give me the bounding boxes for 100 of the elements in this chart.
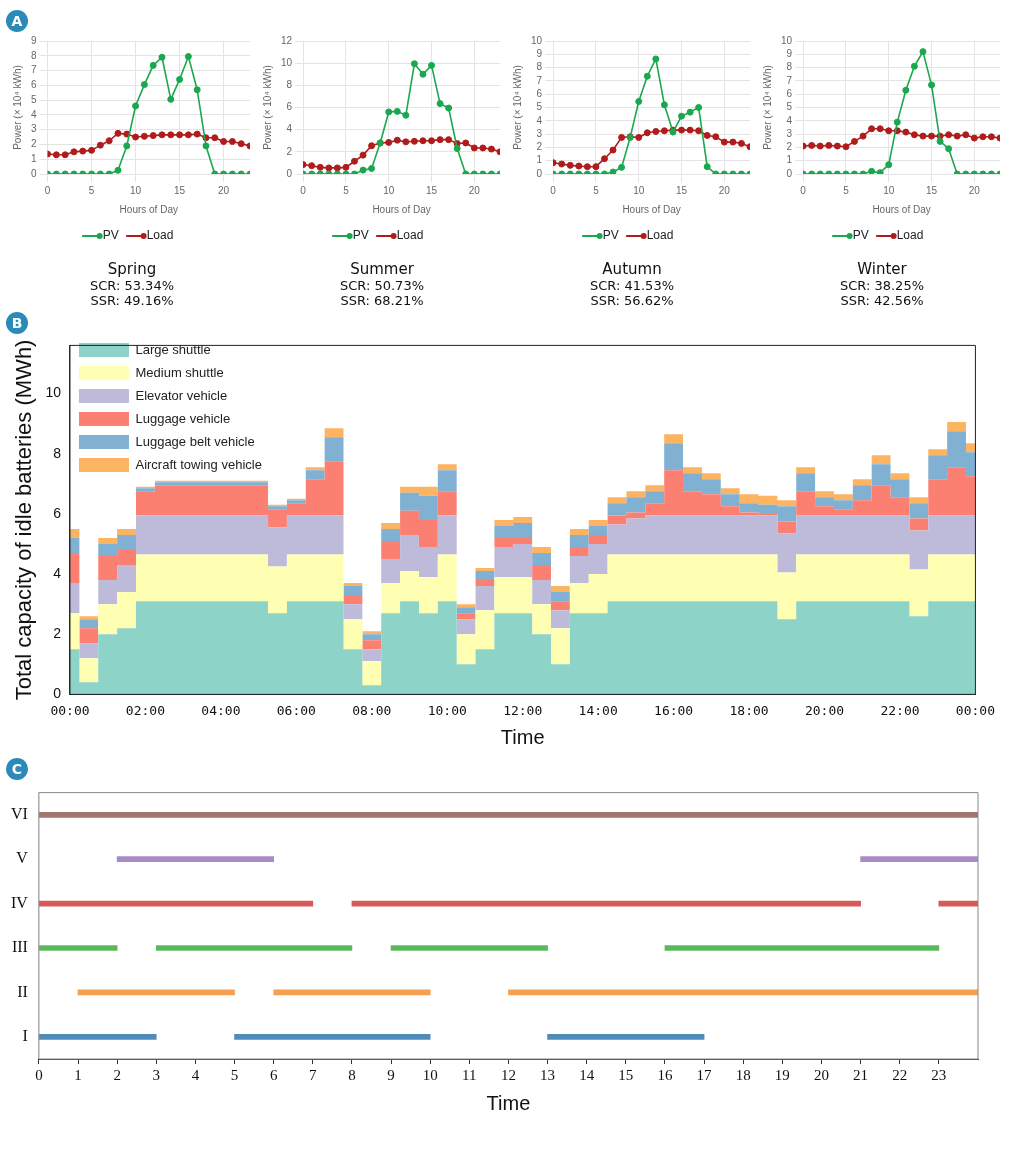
point [202, 142, 210, 150]
point [96, 141, 104, 149]
point [436, 100, 444, 108]
point [686, 108, 694, 116]
bar [39, 811, 978, 818]
x-tick-label: 20 [718, 184, 731, 196]
point [885, 127, 893, 135]
x-tick-label: 6 [269, 1066, 278, 1083]
y-tick-label: 1 [536, 154, 543, 166]
x-tick-label: 5 [343, 184, 350, 196]
point [652, 127, 660, 135]
y-tick-label: 5 [536, 101, 543, 113]
point [308, 162, 316, 170]
x-tick-label: 10 [383, 184, 395, 196]
text: Spring [106, 260, 158, 278]
y-tick-label: 0 [53, 685, 62, 702]
y-tick-label: 8 [536, 61, 543, 73]
y-tick-label: 10 [531, 34, 543, 46]
text: SCR: 41.53% [588, 278, 675, 293]
point [885, 161, 893, 169]
point [678, 112, 686, 120]
text: SSR: 42.56% [839, 293, 925, 308]
y-tick-label: 3 [536, 127, 543, 139]
text: Winter [856, 260, 908, 278]
y-tick-label: 7 [536, 74, 543, 86]
x-tick-label: 08:00 [352, 702, 392, 718]
point [114, 166, 122, 174]
y-tick-label: 2 [53, 625, 62, 642]
bar [664, 945, 940, 951]
y-tick-label: I [22, 1027, 28, 1044]
y-tick-label: 2 [31, 138, 37, 150]
y-tick-label: 8 [31, 49, 37, 61]
point [410, 60, 418, 68]
x-tick-label: 15 [425, 184, 438, 196]
y-tick-label: 4 [286, 123, 293, 135]
x-tick-label: 19 [774, 1066, 790, 1083]
point [575, 162, 583, 170]
text: C [6, 758, 28, 780]
point [140, 132, 148, 140]
point [583, 163, 591, 171]
x-tick-label: 0 [300, 184, 307, 196]
legend-label: Elevator vehicle [135, 387, 228, 403]
point [359, 166, 367, 174]
x-tick-label: 8 [348, 1066, 356, 1083]
point [660, 127, 668, 135]
y-tick-label: 4 [31, 108, 37, 120]
y-tick-label: 5 [786, 101, 793, 113]
point [140, 81, 148, 89]
point [419, 70, 427, 78]
point [876, 125, 884, 133]
x-tick-label: 16:00 [654, 702, 694, 718]
point [158, 131, 166, 139]
point [402, 111, 410, 119]
legend-label: Luggage vehicle [135, 410, 231, 426]
y-axis-title: Power (× 10⁴ kWh) [761, 65, 773, 150]
point [385, 138, 393, 146]
legend-label: Luggage belt vehicle [135, 433, 255, 449]
y-tick-label: 3 [31, 123, 37, 135]
x-tick-label: 5 [843, 184, 850, 196]
point [149, 132, 157, 140]
y-tick-label: IV [10, 893, 29, 911]
point [945, 145, 953, 153]
text: SSR: 49.16% [89, 293, 175, 308]
point [919, 132, 927, 140]
point [70, 148, 78, 156]
point [808, 141, 816, 149]
x-tick-label: 14 [579, 1066, 595, 1083]
x-tick-label: 21 [853, 1066, 869, 1083]
x-tick-label: 10 [883, 184, 895, 196]
y-tick-label: 5 [31, 93, 37, 105]
point [368, 164, 376, 172]
point [703, 163, 711, 171]
point [105, 137, 113, 145]
legend-label: Load [646, 228, 674, 243]
point [910, 131, 918, 139]
legend-label: PV [352, 228, 369, 243]
y-tick-label: 3 [786, 127, 793, 139]
legend-label: PV [102, 228, 119, 243]
y-axis-title: Power (× 10⁴ kWh) [511, 65, 523, 150]
x-tick-label: 14:00 [578, 702, 618, 718]
point [428, 137, 436, 145]
x-tick-label: 15 [174, 184, 186, 196]
y-tick-label: 4 [53, 564, 62, 581]
x-axis-title: Hours of Day [372, 203, 431, 215]
point [816, 142, 824, 150]
x-tick-label: 22 [892, 1066, 908, 1083]
y-tick-label: III [11, 938, 28, 956]
x-tick-label: 5 [593, 184, 600, 196]
y-tick-label: 10 [281, 56, 293, 68]
point [987, 133, 995, 141]
x-tick-label: 10 [422, 1066, 438, 1083]
point [393, 136, 401, 144]
point [470, 144, 478, 152]
x-tick-label: 4 [191, 1066, 200, 1083]
y-tick-label: 1 [786, 154, 793, 166]
y-tick-label: 0 [286, 167, 293, 179]
x-tick-label: 10:00 [427, 702, 467, 718]
y-tick-label: 7 [786, 74, 793, 86]
x-tick-label: 5 [230, 1066, 239, 1083]
point [953, 132, 961, 140]
